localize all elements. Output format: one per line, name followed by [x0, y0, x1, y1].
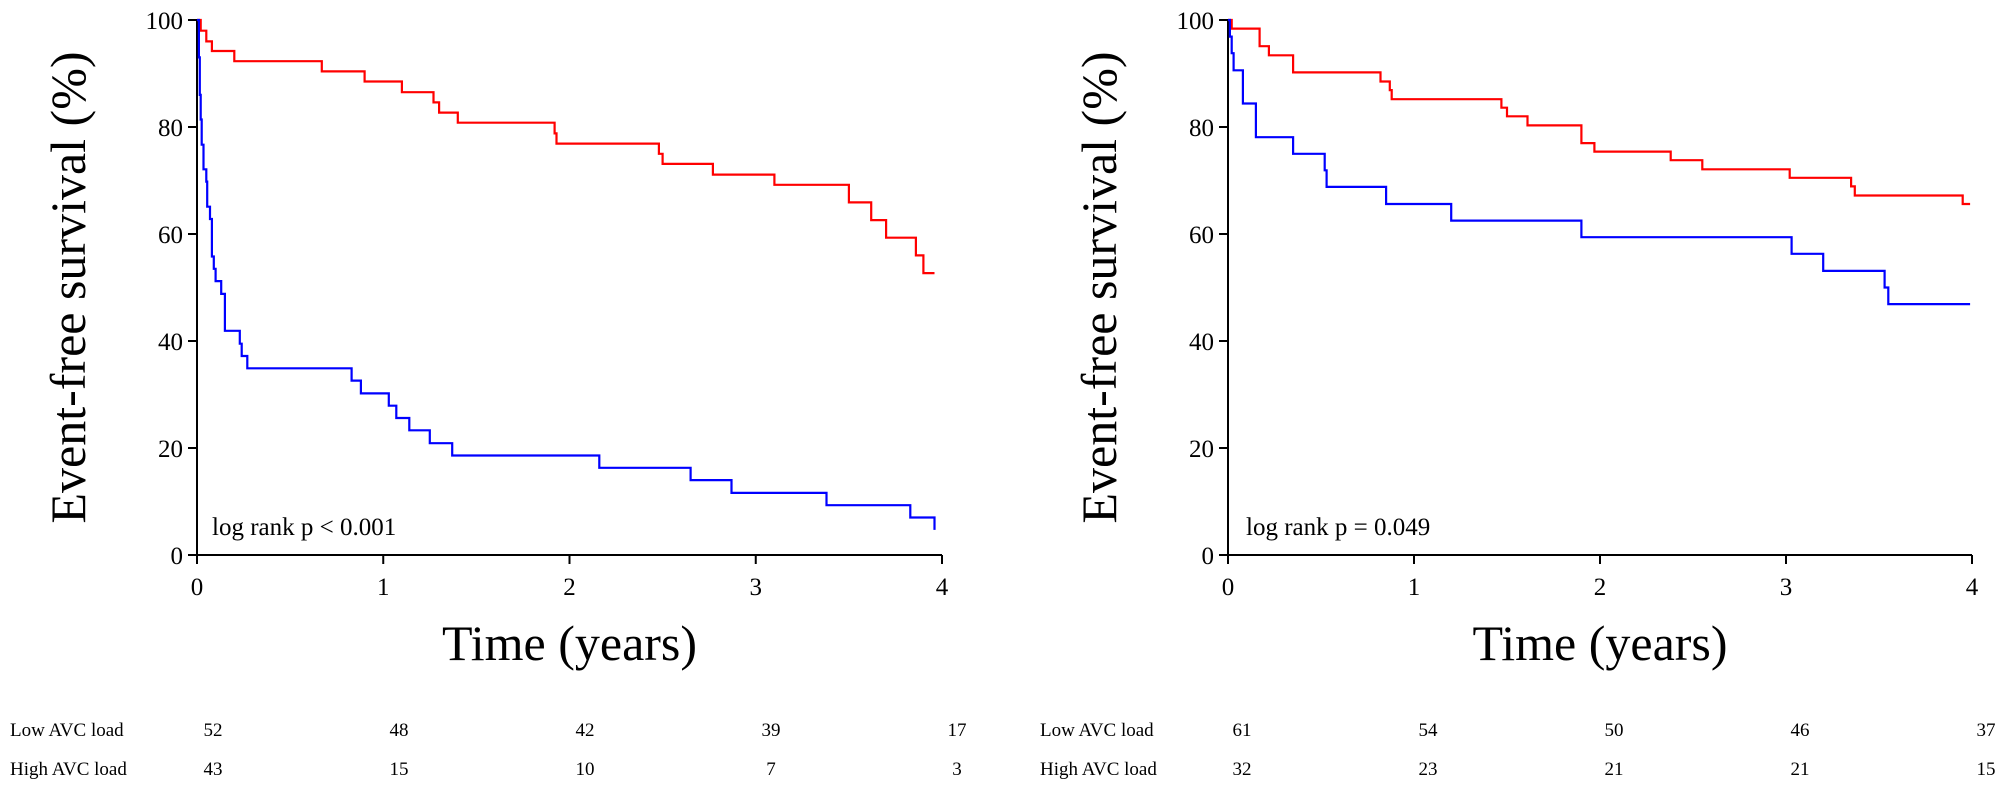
- y-axis-label: Event-free survival (%): [1071, 52, 1127, 524]
- x-tick-label: 4: [1966, 574, 1979, 601]
- at-risk-count: 15: [390, 759, 409, 780]
- y-axis-label: Event-free survival (%): [40, 52, 96, 524]
- y-tick-label: 80: [158, 115, 183, 142]
- at-risk-row-label: High AVC load: [10, 759, 127, 780]
- high-avc-load-curve: [1228, 18, 1971, 306]
- y-tick-label: 20: [1189, 436, 1214, 463]
- x-tick-label: 3: [1780, 574, 1793, 601]
- y-tick-label: 40: [158, 329, 183, 356]
- at-risk-count: 23: [1419, 759, 1438, 780]
- at-risk-count: 15: [1977, 759, 1996, 780]
- at-risk-count: 3: [952, 759, 962, 780]
- y-tick-label: 60: [158, 222, 183, 249]
- at-risk-count: 21: [1605, 759, 1624, 780]
- at-risk-count: 10: [576, 759, 595, 780]
- at-risk-count: 50: [1605, 720, 1624, 741]
- at-risk-count: 7: [766, 759, 776, 780]
- x-tick-label: 3: [750, 574, 763, 601]
- y-tick-label: 0: [1202, 543, 1215, 570]
- y-tick-label: 0: [171, 543, 184, 570]
- x-tick-label: 1: [377, 574, 390, 601]
- at-risk-row-label: High AVC load: [1040, 759, 1157, 780]
- at-risk-count: 61: [1233, 720, 1252, 741]
- y-tick-label: 40: [1189, 329, 1214, 356]
- y-tick-label: 100: [146, 8, 184, 35]
- at-risk-count: 37: [1977, 720, 1996, 741]
- x-tick-label: 0: [1222, 574, 1235, 601]
- log-rank-annotation: log rank p = 0.049: [1246, 514, 1430, 541]
- at-risk-row-label: Low AVC load: [1040, 720, 1154, 741]
- left-panel: 0 20 40 60 80 100 0 1 2 3 4 Event-free survival (%)…: [10, 8, 967, 780]
- at-risk-count: 46: [1791, 720, 1810, 741]
- at-risk-count: 21: [1791, 759, 1810, 780]
- log-rank-annotation: log rank p < 0.001: [212, 514, 396, 541]
- right-panel: 0 20 40 60 80 100 0 1 2 3 4 Event-free survival (%)…: [1004, 0, 2008, 795]
- at-risk-count: 42: [576, 720, 595, 741]
- x-axis-label: Time (years): [442, 615, 697, 671]
- x-tick-label: 4: [936, 574, 949, 601]
- y-tick-label: 80: [1189, 115, 1214, 142]
- x-tick-label: 2: [1594, 574, 1607, 601]
- at-risk-count: 32: [1233, 759, 1252, 780]
- x-tick-label: 1: [1408, 574, 1421, 601]
- x-tick-label: 0: [191, 574, 204, 601]
- at-risk-count: 48: [390, 720, 409, 741]
- left-km-plot: 0 20 40 60 80 100 0 1 2 3 4 Event-free survival (%)…: [10, 8, 967, 780]
- at-risk-count: 43: [204, 759, 223, 780]
- at-risk-count: 54: [1419, 720, 1439, 741]
- y-tick-label: 20: [158, 436, 183, 463]
- y-tick-label: 100: [1177, 8, 1215, 35]
- at-risk-count: 52: [204, 720, 223, 741]
- high-avc-load-curve: [197, 18, 936, 530]
- at-risk-count: 39: [762, 720, 781, 741]
- y-tick-label: 60: [1189, 222, 1214, 249]
- x-axis-label: Time (years): [1472, 615, 1727, 671]
- low-avc-load-curve: [1228, 18, 1971, 206]
- at-risk-count: 17: [948, 720, 967, 741]
- at-risk-row-label: Low AVC load: [10, 720, 124, 741]
- low-avc-load-curve: [197, 18, 935, 275]
- x-tick-label: 2: [563, 574, 576, 601]
